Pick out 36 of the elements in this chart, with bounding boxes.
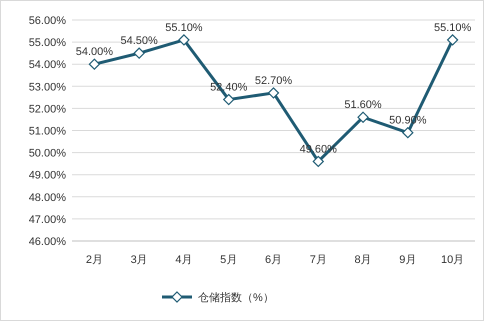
data-label: 55.10% <box>434 22 472 34</box>
point <box>88 58 100 70</box>
point <box>402 127 414 138</box>
y-tick-label: 56.00% <box>28 15 66 27</box>
y-tick-label: 49.00% <box>28 170 66 182</box>
y-tick-label: 55.00% <box>28 37 66 50</box>
y-tick-label: 46.00% <box>28 236 66 248</box>
x-tick-label: 5月 <box>220 254 238 266</box>
x-tick-label: 10月 <box>440 254 464 266</box>
x-tick-label: 9月 <box>399 254 416 266</box>
x-tick-label: 8月 <box>354 254 372 266</box>
point <box>312 156 324 168</box>
point <box>223 94 234 106</box>
y-tick-label: 52.00% <box>28 103 66 116</box>
point <box>178 34 190 46</box>
x-tick-label: 3月 <box>130 254 148 266</box>
x-tick-label: 6月 <box>264 254 282 266</box>
point <box>447 34 458 46</box>
data-label: 54.00% <box>76 46 114 58</box>
y-tick-label: 47.00% <box>28 214 66 226</box>
x-tick-label: 2月 <box>86 254 103 266</box>
legend-label: 仓储指数（%） <box>198 292 274 304</box>
x-tick-label: 7月 <box>310 254 327 266</box>
data-label: 52.70% <box>254 74 292 87</box>
y-tick-label: 54.00% <box>28 59 66 72</box>
data-label: 55.10% <box>165 22 203 34</box>
data-label: 54.50% <box>120 35 158 48</box>
y-tick-label: 50.00% <box>28 148 66 160</box>
data-label: 51.60% <box>344 99 382 112</box>
point <box>357 112 369 123</box>
y-tick-label: 48.00% <box>28 192 66 204</box>
x-tick-label: 4月 <box>175 254 193 266</box>
y-tick-label: 53.00% <box>28 81 66 94</box>
y-tick-label: 51.00% <box>28 126 66 138</box>
point <box>268 87 280 99</box>
point <box>134 48 145 59</box>
